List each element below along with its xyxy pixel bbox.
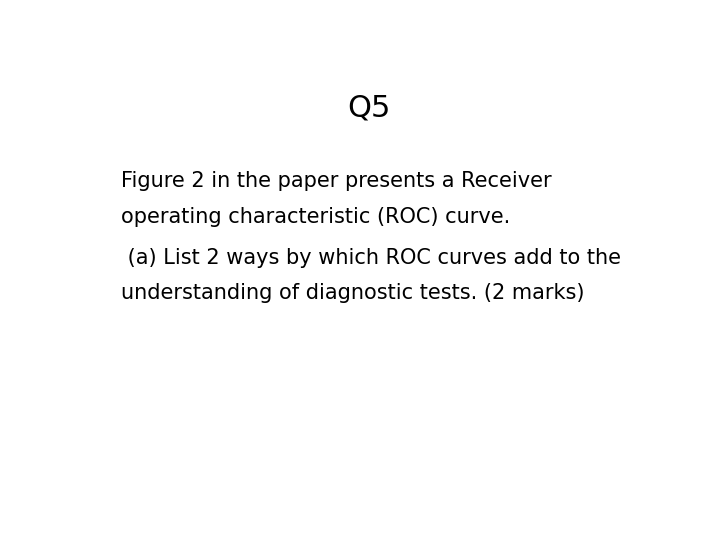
Text: operating characteristic (ROC) curve.: operating characteristic (ROC) curve. [121,207,510,227]
Text: Figure 2 in the paper presents a Receiver: Figure 2 in the paper presents a Receive… [121,171,552,191]
Text: understanding of diagnostic tests. (2 marks): understanding of diagnostic tests. (2 ma… [121,284,584,303]
Text: Q5: Q5 [347,94,391,123]
Text: (a) List 2 ways by which ROC curves add to the: (a) List 2 ways by which ROC curves add … [121,248,621,268]
